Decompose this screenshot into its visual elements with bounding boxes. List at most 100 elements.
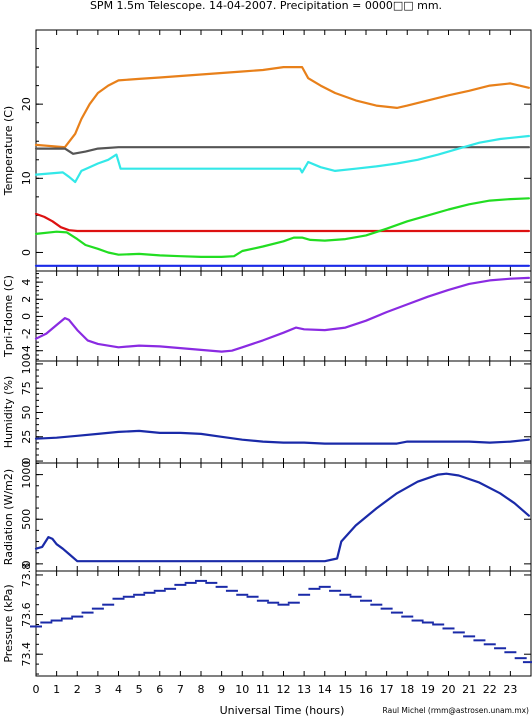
- y-axis-title: Temperature (C): [2, 106, 15, 196]
- x-tick-label: 11: [256, 683, 270, 696]
- y-tick-label: -4: [20, 345, 33, 356]
- x-tick-label: 0: [33, 683, 40, 696]
- y-tick-label: 0: [20, 560, 33, 567]
- y-tick-label: 50: [20, 405, 33, 419]
- data-point: [370, 603, 383, 606]
- data-point: [205, 581, 218, 584]
- data-point: [174, 583, 187, 586]
- x-tick-label: 2: [74, 683, 81, 696]
- panel-4: 0 500 1000 Radiation (W/m2): [2, 461, 532, 572]
- data-point: [494, 647, 507, 650]
- data-point: [522, 661, 532, 664]
- data-point: [432, 623, 445, 626]
- panel-2: -4 -2 0 2 4 Tpri-Tdome (C): [2, 270, 532, 362]
- data-point: [360, 599, 372, 602]
- y-tick-label: 0: [20, 458, 33, 465]
- panel-1: 0 10 20 Temperature (C): [2, 29, 532, 272]
- panel-frame: [35, 270, 532, 362]
- x-tick-label: 5: [136, 683, 143, 696]
- data-point: [122, 595, 135, 598]
- data-point: [195, 579, 207, 582]
- x-tick-label: 15: [338, 683, 352, 696]
- data-point: [421, 621, 434, 624]
- series-line-1: [34, 276, 531, 353]
- x-tick-label: 14: [318, 683, 332, 696]
- panel-5: 73.4 73.6 73.8 Pressure (kPa): [2, 563, 532, 677]
- series-line-2: [34, 146, 531, 155]
- x-tick-label: 1: [53, 683, 60, 696]
- data-point: [133, 593, 146, 596]
- x-tick-label: 23: [503, 683, 517, 696]
- data-point: [483, 643, 496, 646]
- data-point: [215, 585, 228, 588]
- data-point: [463, 635, 476, 638]
- x-tick-label: 18: [400, 683, 414, 696]
- data-point: [71, 615, 84, 618]
- chart-credit: Raul Michel (rmm@astrosen.unam.mx): [383, 706, 530, 715]
- y-axis-title: Humidity (%): [2, 376, 15, 448]
- x-tick-label: 20: [442, 683, 456, 696]
- x-tick-label: 8: [198, 683, 205, 696]
- data-point: [112, 597, 125, 600]
- data-point: [267, 601, 280, 604]
- data-point: [236, 593, 249, 596]
- series-line-4: [34, 212, 531, 233]
- y-tick-label: 10: [20, 171, 33, 185]
- y-tick-label: 73.4: [20, 642, 33, 667]
- panel-frame: [35, 462, 532, 572]
- y-tick-label: 100: [20, 353, 33, 374]
- data-point: [411, 619, 424, 622]
- data-point: [318, 585, 331, 588]
- data-point: [60, 617, 73, 620]
- data-point: [81, 611, 94, 614]
- data-point: [349, 595, 362, 598]
- data-point: [30, 625, 42, 628]
- y-tick-label: 25: [20, 430, 33, 444]
- data-point: [339, 593, 352, 596]
- x-axis-title: Universal Time (hours): [220, 704, 345, 717]
- data-point: [50, 619, 63, 622]
- x-tick-label: 16: [359, 683, 373, 696]
- x-tick-label: 19: [421, 683, 435, 696]
- data-point: [380, 607, 393, 610]
- data-point: [102, 603, 115, 606]
- x-tick-label: 6: [156, 683, 163, 696]
- data-point: [164, 587, 177, 590]
- series-line-1: [34, 472, 531, 563]
- y-axis-title: Tpri-Tdome (C): [2, 275, 15, 358]
- x-tick-label: 22: [483, 683, 497, 696]
- panel-frame: [35, 360, 532, 464]
- data-point: [514, 657, 527, 660]
- data-point: [452, 631, 465, 634]
- panel-frame: [35, 570, 532, 677]
- y-tick-label: 2: [20, 296, 33, 303]
- y-tick-label: 73.6: [20, 602, 33, 627]
- data-point: [298, 593, 311, 596]
- x-axis: 0 1 2 3 4 5 6 7 8 9 10 11 12 13 14 15 16 17 18 19 20 21 22 23: [33, 683, 518, 696]
- data-point: [91, 607, 104, 610]
- x-tick-label: 3: [94, 683, 101, 696]
- y-tick-label: -2: [20, 328, 33, 339]
- x-tick-label: 10: [235, 683, 249, 696]
- x-tick-label: 9: [218, 683, 225, 696]
- data-point: [442, 627, 455, 630]
- data-point: [277, 603, 290, 606]
- chart-title: SPM 1.5m Telescope. 14-04-2007. Precipit…: [90, 0, 442, 12]
- x-tick-label: 12: [277, 683, 291, 696]
- series-line-1: [34, 65, 531, 149]
- series-line-1: [34, 429, 531, 445]
- x-tick-label: 7: [177, 683, 184, 696]
- y-tick-label: 75: [20, 381, 33, 395]
- data-point: [287, 601, 300, 604]
- panels-layer: 0 10 20 Temperature (C) -4 -2 0 2 4 Tpri-Tdome (C…: [2, 29, 532, 677]
- data-point: [473, 639, 486, 642]
- y-tick-label: 1000: [20, 461, 33, 489]
- data-point: [256, 599, 269, 602]
- y-tick-label: 4: [20, 279, 33, 286]
- series-line-3: [34, 134, 531, 184]
- data-point: [184, 581, 197, 584]
- data-point: [308, 587, 321, 590]
- x-tick-label: 4: [115, 683, 122, 696]
- data-point: [390, 611, 403, 614]
- data-point: [246, 595, 259, 598]
